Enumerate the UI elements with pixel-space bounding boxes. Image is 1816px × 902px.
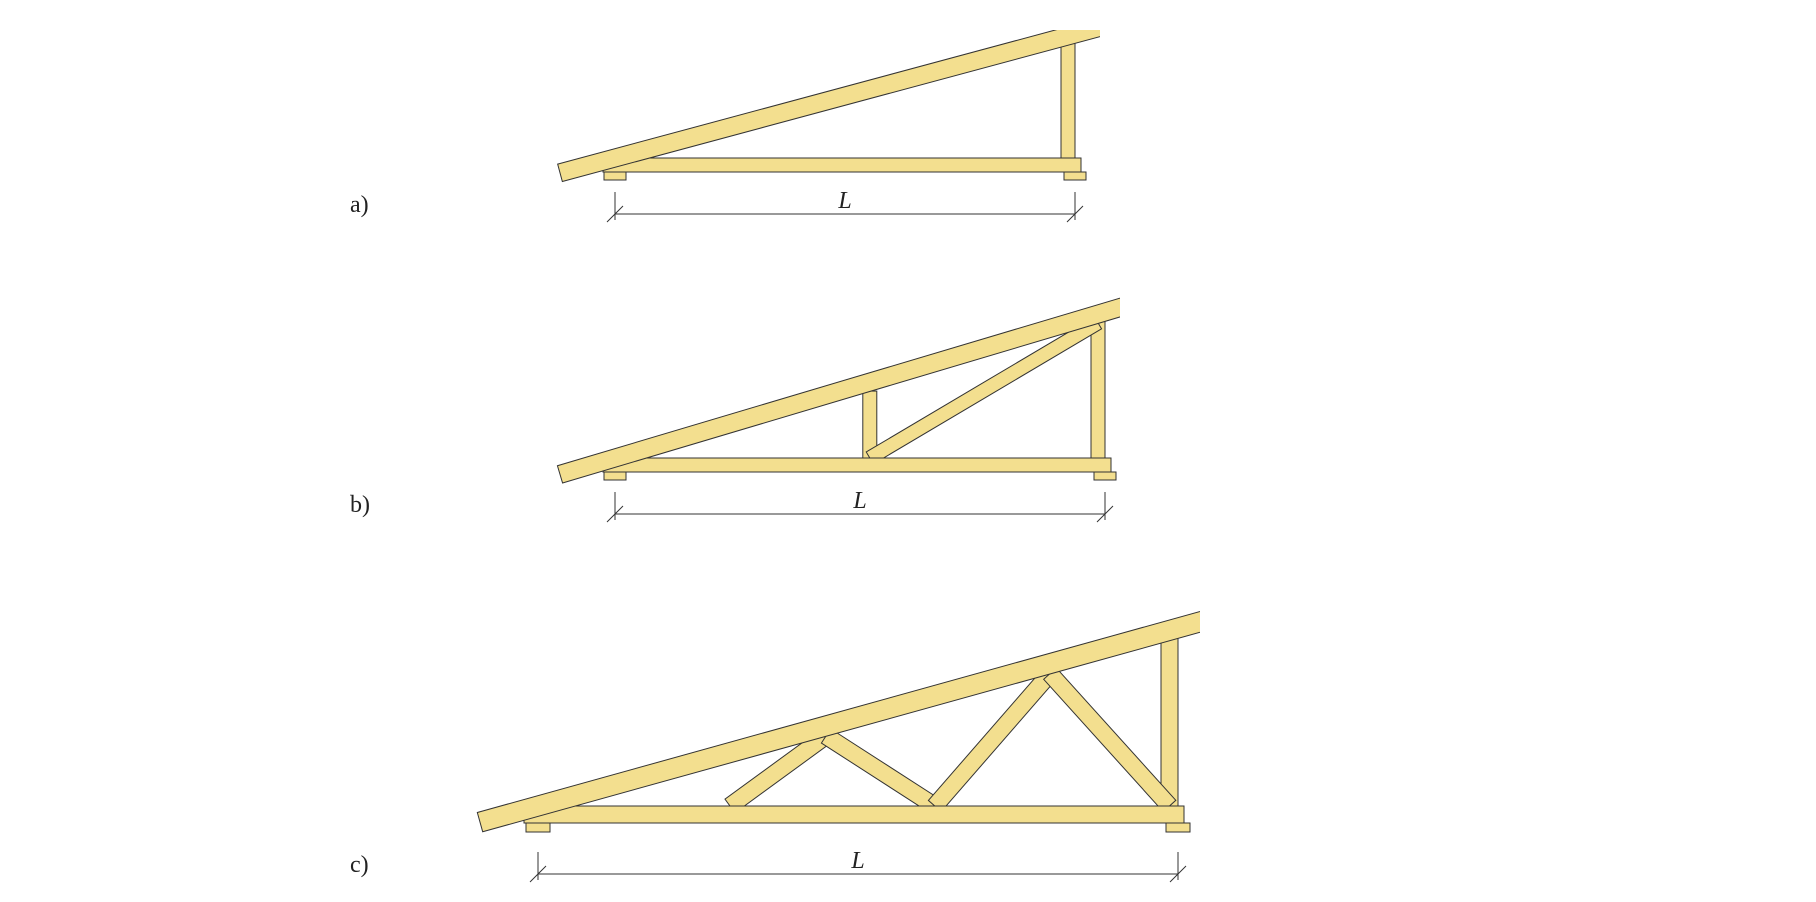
panel-b: L <box>540 290 1120 530</box>
web-4 <box>1044 668 1176 812</box>
span-label: L <box>850 848 864 874</box>
right-post <box>1161 628 1178 806</box>
diagram-canvas: L a) L b) L c) <box>0 0 1816 902</box>
label-b: b) <box>350 492 370 519</box>
bottom-chord <box>603 158 1081 172</box>
top-chord <box>557 295 1120 483</box>
web-2 <box>821 729 939 813</box>
support-right <box>1064 172 1086 180</box>
support-left <box>526 823 550 832</box>
support-left <box>604 472 626 480</box>
bottom-chord <box>524 806 1184 823</box>
right-post <box>1061 34 1075 158</box>
support-left <box>604 172 626 180</box>
bottom-chord <box>603 458 1111 472</box>
span-label: L <box>852 488 866 514</box>
label-a: a) <box>350 192 369 219</box>
panel-c: L <box>460 590 1200 890</box>
label-c: c) <box>350 852 369 879</box>
span-label: L <box>837 188 851 214</box>
support-right <box>1166 823 1190 832</box>
panel-a: L <box>540 30 1100 230</box>
support-right <box>1094 472 1116 480</box>
